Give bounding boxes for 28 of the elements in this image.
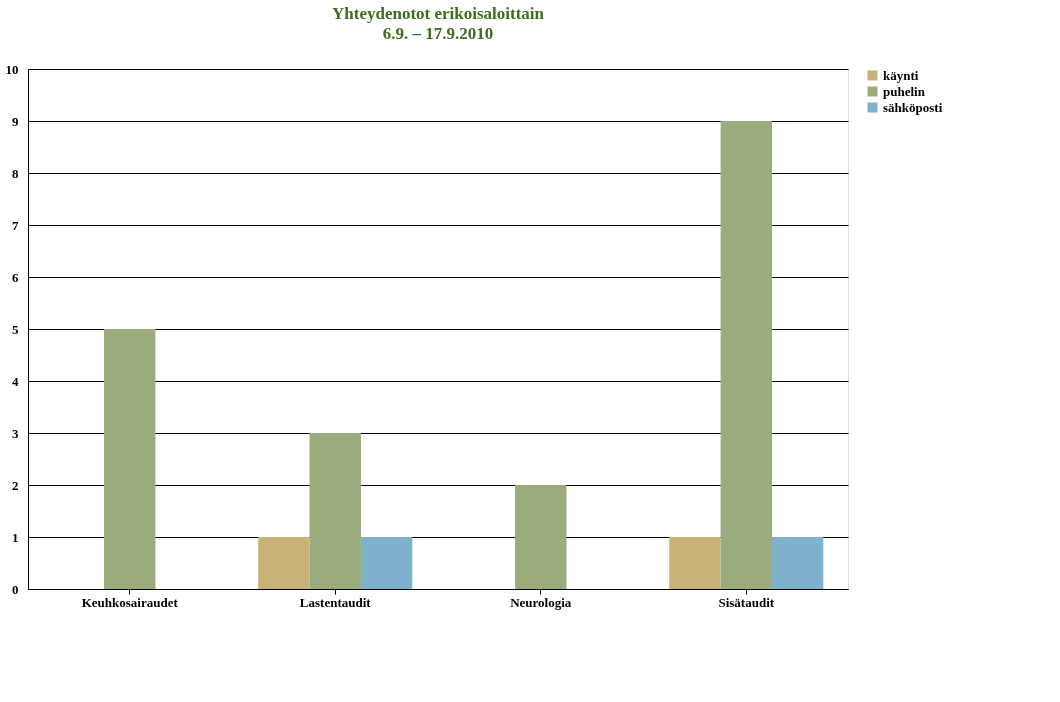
chart-subtitle: 6.9. – 17.9.2010 [382,24,494,43]
y-tick-label: 8 [12,165,19,181]
x-tick-label: Sisätaudit [718,594,775,610]
y-tick-label: 2 [12,477,19,493]
bar [669,537,721,589]
bar [720,121,772,589]
legend-label: puhelin [883,83,926,99]
bar [515,485,567,589]
bar [771,537,824,589]
y-tick-label: 1 [12,529,19,545]
y-tick-label: 9 [12,113,19,129]
y-tick-label: 0 [12,581,19,597]
bar [360,537,413,589]
bar [258,537,310,589]
legend-label: sähköposti [883,99,943,115]
y-tick-label: 7 [12,217,19,233]
x-tick-label: Neurologia [510,594,572,610]
y-tick-label: 5 [12,321,19,337]
x-tick-label: Lastentaudit [299,594,372,610]
chart-title: Yhteydenotot erikoisaloittain [331,4,545,23]
legend-label: käynti [883,67,919,83]
bar [104,329,156,589]
y-tick-label: 10 [5,61,19,77]
x-tick-label: Keuhkosairaudet [81,594,179,610]
y-tick-label: 6 [12,269,19,285]
bar [309,433,361,589]
y-tick-label: 4 [12,373,19,389]
y-tick-label: 3 [12,425,19,441]
